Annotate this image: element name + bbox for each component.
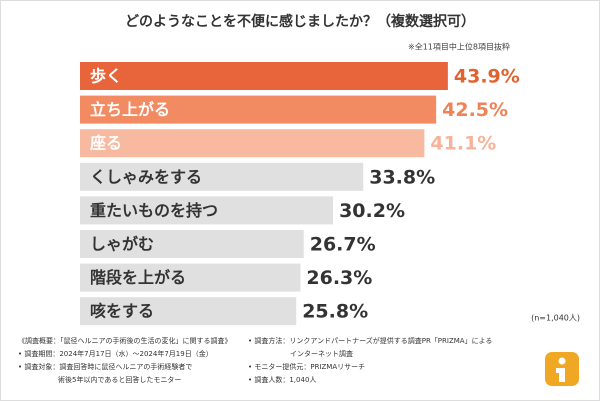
bar <box>80 230 304 258</box>
category-label: 歩く <box>90 67 122 86</box>
value-label: 33.8% <box>369 166 435 188</box>
footnote: 《調査概要：「鼠径ヘルニアの手術後の生活の変化」に関する調査》 <box>18 336 232 345</box>
footnote: インターネット調査 <box>290 349 353 358</box>
value-label: 43.9% <box>454 66 520 88</box>
bar <box>80 162 364 191</box>
logo <box>545 352 579 386</box>
bar <box>80 263 301 292</box>
bar <box>80 297 297 326</box>
category-label: 座る <box>89 134 122 153</box>
chart-title: どのようなことを不便に感じましたか？（複数選択可） <box>125 13 475 30</box>
bar <box>80 62 448 90</box>
bar <box>80 196 334 225</box>
footnote: • 調査方法：リンクアンドパートナーズが提供する調査PR「PRIZMA」による <box>248 336 492 345</box>
footnote: • 調査期間：2024年7月17日（水）〜2024年7月19日（金） <box>18 349 213 358</box>
footnote: 術後5年以内であると回答したモニター <box>58 375 181 384</box>
value-label: 26.3% <box>306 267 372 289</box>
category-label: 重たいものを持つ <box>90 201 218 220</box>
value-label: 41.1% <box>430 133 496 155</box>
category-label: 咳をする <box>90 302 154 321</box>
footnote: • 調査人数：1,040人 <box>248 375 316 384</box>
footnote: • 調査対象：調査回答時に鼠径ヘルニアの手術経験者で <box>18 362 192 371</box>
value-label: 26.7% <box>310 234 376 256</box>
category-label: くしゃみをする <box>90 167 202 186</box>
chart-subtitle: ※全11項目中上位8項目抜粋 <box>408 42 510 52</box>
value-label: 30.2% <box>339 200 405 222</box>
category-label: しゃがむ <box>90 235 154 254</box>
category-label: 階段を上がる <box>90 268 186 287</box>
footnote: • モニター提供元：PRIZMAリサーチ <box>248 362 365 371</box>
value-label: 42.5% <box>442 99 508 121</box>
sample-note: (n=1,040人) <box>531 314 580 323</box>
bar <box>80 129 425 158</box>
bar <box>80 95 437 124</box>
category-label: 立ち上がる <box>90 100 170 119</box>
value-label: 25.8% <box>302 301 368 323</box>
